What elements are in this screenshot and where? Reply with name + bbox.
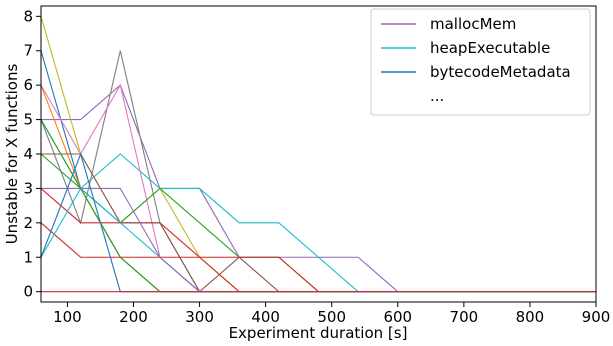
x-tick-label: 500: [317, 308, 346, 326]
y-tick-label: 8: [23, 7, 33, 25]
y-tick-label: 7: [23, 42, 33, 60]
x-tick-label: 700: [450, 308, 479, 326]
y-tick-label: 0: [23, 283, 33, 301]
y-tick-label: 4: [23, 145, 33, 163]
legend: mallocMem heapExecutable bytecodeMetadat…: [370, 8, 591, 116]
legend-label-bytecodemetadata: bytecodeMetadata: [430, 63, 571, 81]
x-axis: 100 200 300 400 500 600 700 800 900: [53, 302, 610, 326]
x-tick-label: 600: [383, 308, 412, 326]
x-tick-label: 200: [119, 308, 148, 326]
y-tick-label: 5: [23, 111, 33, 129]
legend-box: [370, 8, 591, 116]
y-tick-label: 6: [23, 76, 33, 94]
legend-label-heapexecutable: heapExecutable: [430, 39, 550, 57]
series-layer: [40, 16, 596, 293]
y-tick-label: 2: [23, 214, 33, 232]
x-tick-label: 900: [582, 308, 611, 326]
y-tick-label: 1: [23, 248, 33, 266]
x-tick-label: 800: [516, 308, 545, 326]
x-tick-label: 100: [53, 308, 82, 326]
x-tick-label: 400: [251, 308, 280, 326]
y-axis-label: Unstable for X functions: [3, 64, 21, 245]
x-axis-label: Experiment duration [s]: [229, 324, 408, 342]
x-tick-label: 300: [185, 308, 214, 326]
y-tick-label: 3: [23, 179, 33, 197]
legend-label-more: ...: [430, 87, 444, 105]
legend-label-mallocmem: mallocMem: [430, 15, 516, 33]
y-axis: 0 1 2 3 4 5 6 7 8: [23, 7, 41, 301]
